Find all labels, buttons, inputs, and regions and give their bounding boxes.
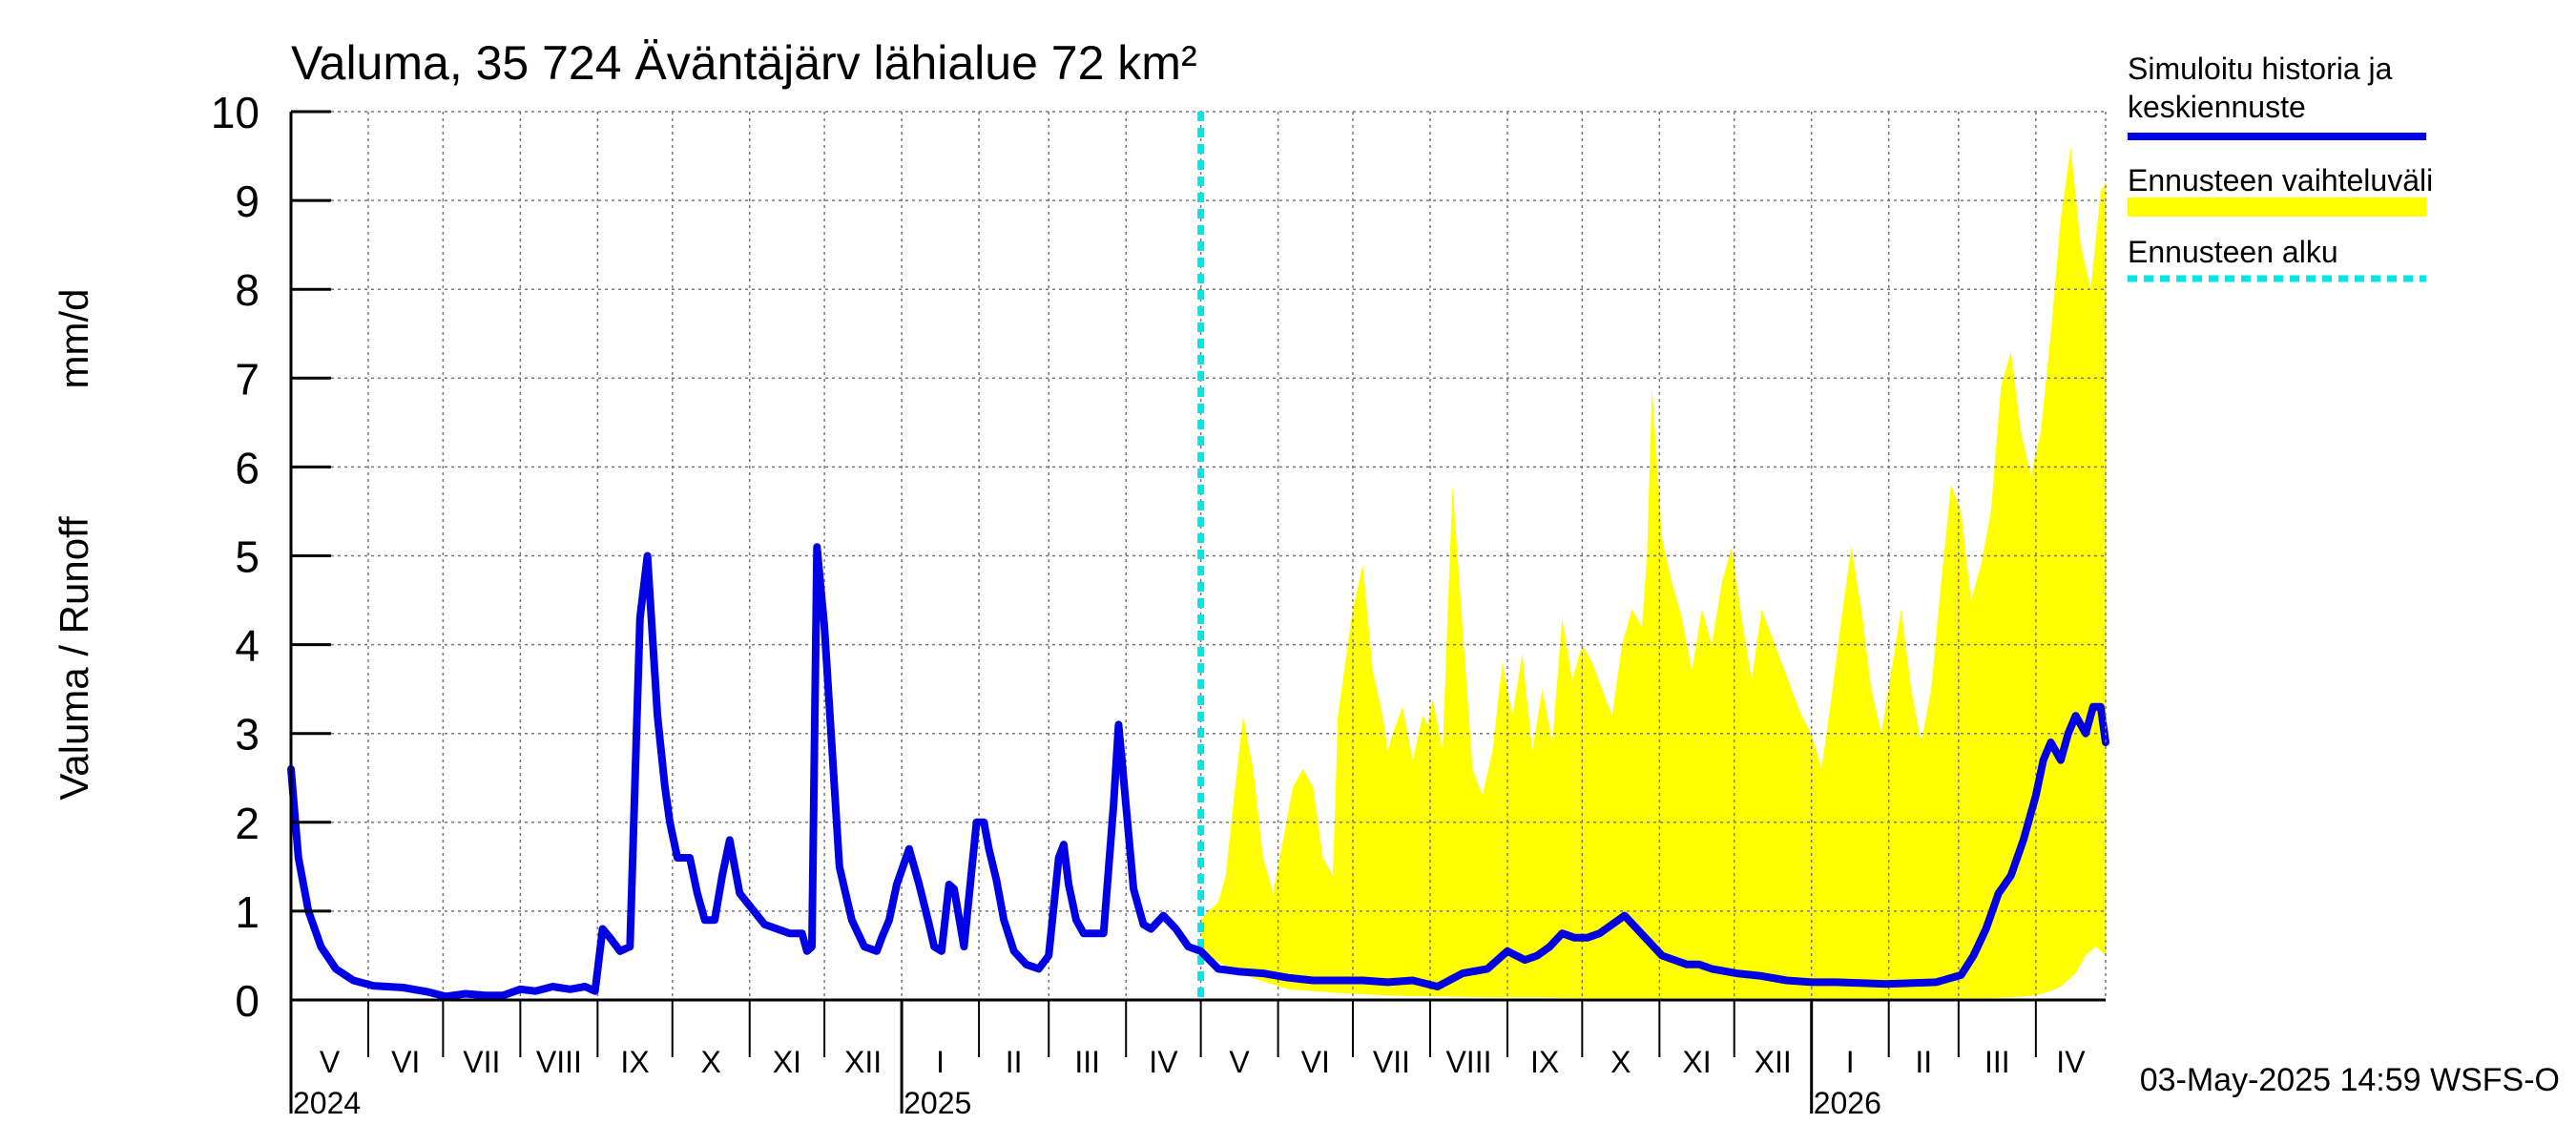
x-month-label: III [1074, 1045, 1100, 1079]
axes [289, 112, 2107, 1114]
x-month-label: I [1846, 1045, 1855, 1079]
x-month-label: VII [463, 1045, 500, 1079]
legend-label: Ennusteen vaihteluväli [2128, 163, 2433, 198]
forecast-band-area [1200, 147, 2106, 999]
x-month-label: IV [2056, 1045, 2086, 1079]
x-month-label: XII [844, 1045, 882, 1079]
y-tick-label: 2 [235, 799, 260, 848]
x-month-label: X [1610, 1045, 1631, 1079]
x-month-label: VII [1373, 1045, 1410, 1079]
x-month-label: II [1915, 1045, 1932, 1079]
x-month-label: III [1984, 1045, 2010, 1079]
forecast-range-band [1200, 147, 2106, 999]
y-tick-label: 4 [235, 621, 260, 671]
x-month-label: VI [391, 1045, 420, 1079]
x-month-label: XII [1755, 1045, 1792, 1079]
history-series [287, 543, 2109, 1001]
legend: Simuloitu historia ja keskiennuste Ennuste… [2128, 52, 2433, 282]
x-month-label: V [320, 1045, 341, 1079]
history-series-line [287, 543, 2109, 1001]
x-month-label: I [936, 1045, 945, 1079]
y-tick-label: 8 [235, 265, 260, 315]
y-tick-label: 1 [235, 887, 260, 937]
y-tick-label: 10 [211, 88, 260, 137]
x-year-label: 2024 [293, 1086, 361, 1120]
y-tick-label: 3 [235, 710, 260, 760]
timestamp: 03-May-2025 14:59 WSFS-O [2140, 1062, 2560, 1098]
y-axis-label-runoff: Valuma / Runoff [52, 516, 96, 801]
x-month-label: IX [1530, 1045, 1559, 1079]
x-month-label: IV [1149, 1045, 1178, 1079]
x-month-label: XI [773, 1045, 801, 1079]
x-month-label: IX [620, 1045, 649, 1079]
x-month-label: VI [1301, 1045, 1330, 1079]
y-tick-label: 6 [235, 443, 260, 492]
x-month-label: V [1229, 1045, 1250, 1079]
y-axis-label: Valuma / Runoff mm/d [52, 289, 96, 801]
legend-label: Ennusteen alku [2128, 235, 2338, 269]
y-tick-label: 0 [235, 976, 260, 1026]
grid [291, 111, 2106, 1000]
legend-label: Simuloitu historia ja [2128, 52, 2393, 86]
y-axis-label-unit: mm/d [52, 289, 96, 389]
chart-title: Valuma, 35 724 Äväntäjärv lähialue 72 km… [291, 36, 1197, 90]
x-year-label: 2026 [1814, 1086, 1881, 1120]
x-month-label: VIII [1445, 1045, 1491, 1079]
x-tick-labels: V VI VII VIII IX X XI XII I II III IV V VI VII VIII IX X X… [293, 1045, 2086, 1120]
y-tick-label: 5 [235, 532, 260, 582]
legend-label: keskiennuste [2128, 90, 2306, 124]
x-month-label: VIII [536, 1045, 582, 1079]
x-year-label: 2025 [904, 1086, 971, 1120]
y-tick-label: 7 [235, 354, 260, 404]
y-tick-label: 9 [235, 177, 260, 226]
x-month-label: X [701, 1045, 721, 1079]
x-month-label: II [1006, 1045, 1023, 1079]
x-month-label: XI [1682, 1045, 1711, 1079]
y-tick-labels: 0 1 2 3 4 5 6 7 8 9 10 [211, 88, 331, 1026]
